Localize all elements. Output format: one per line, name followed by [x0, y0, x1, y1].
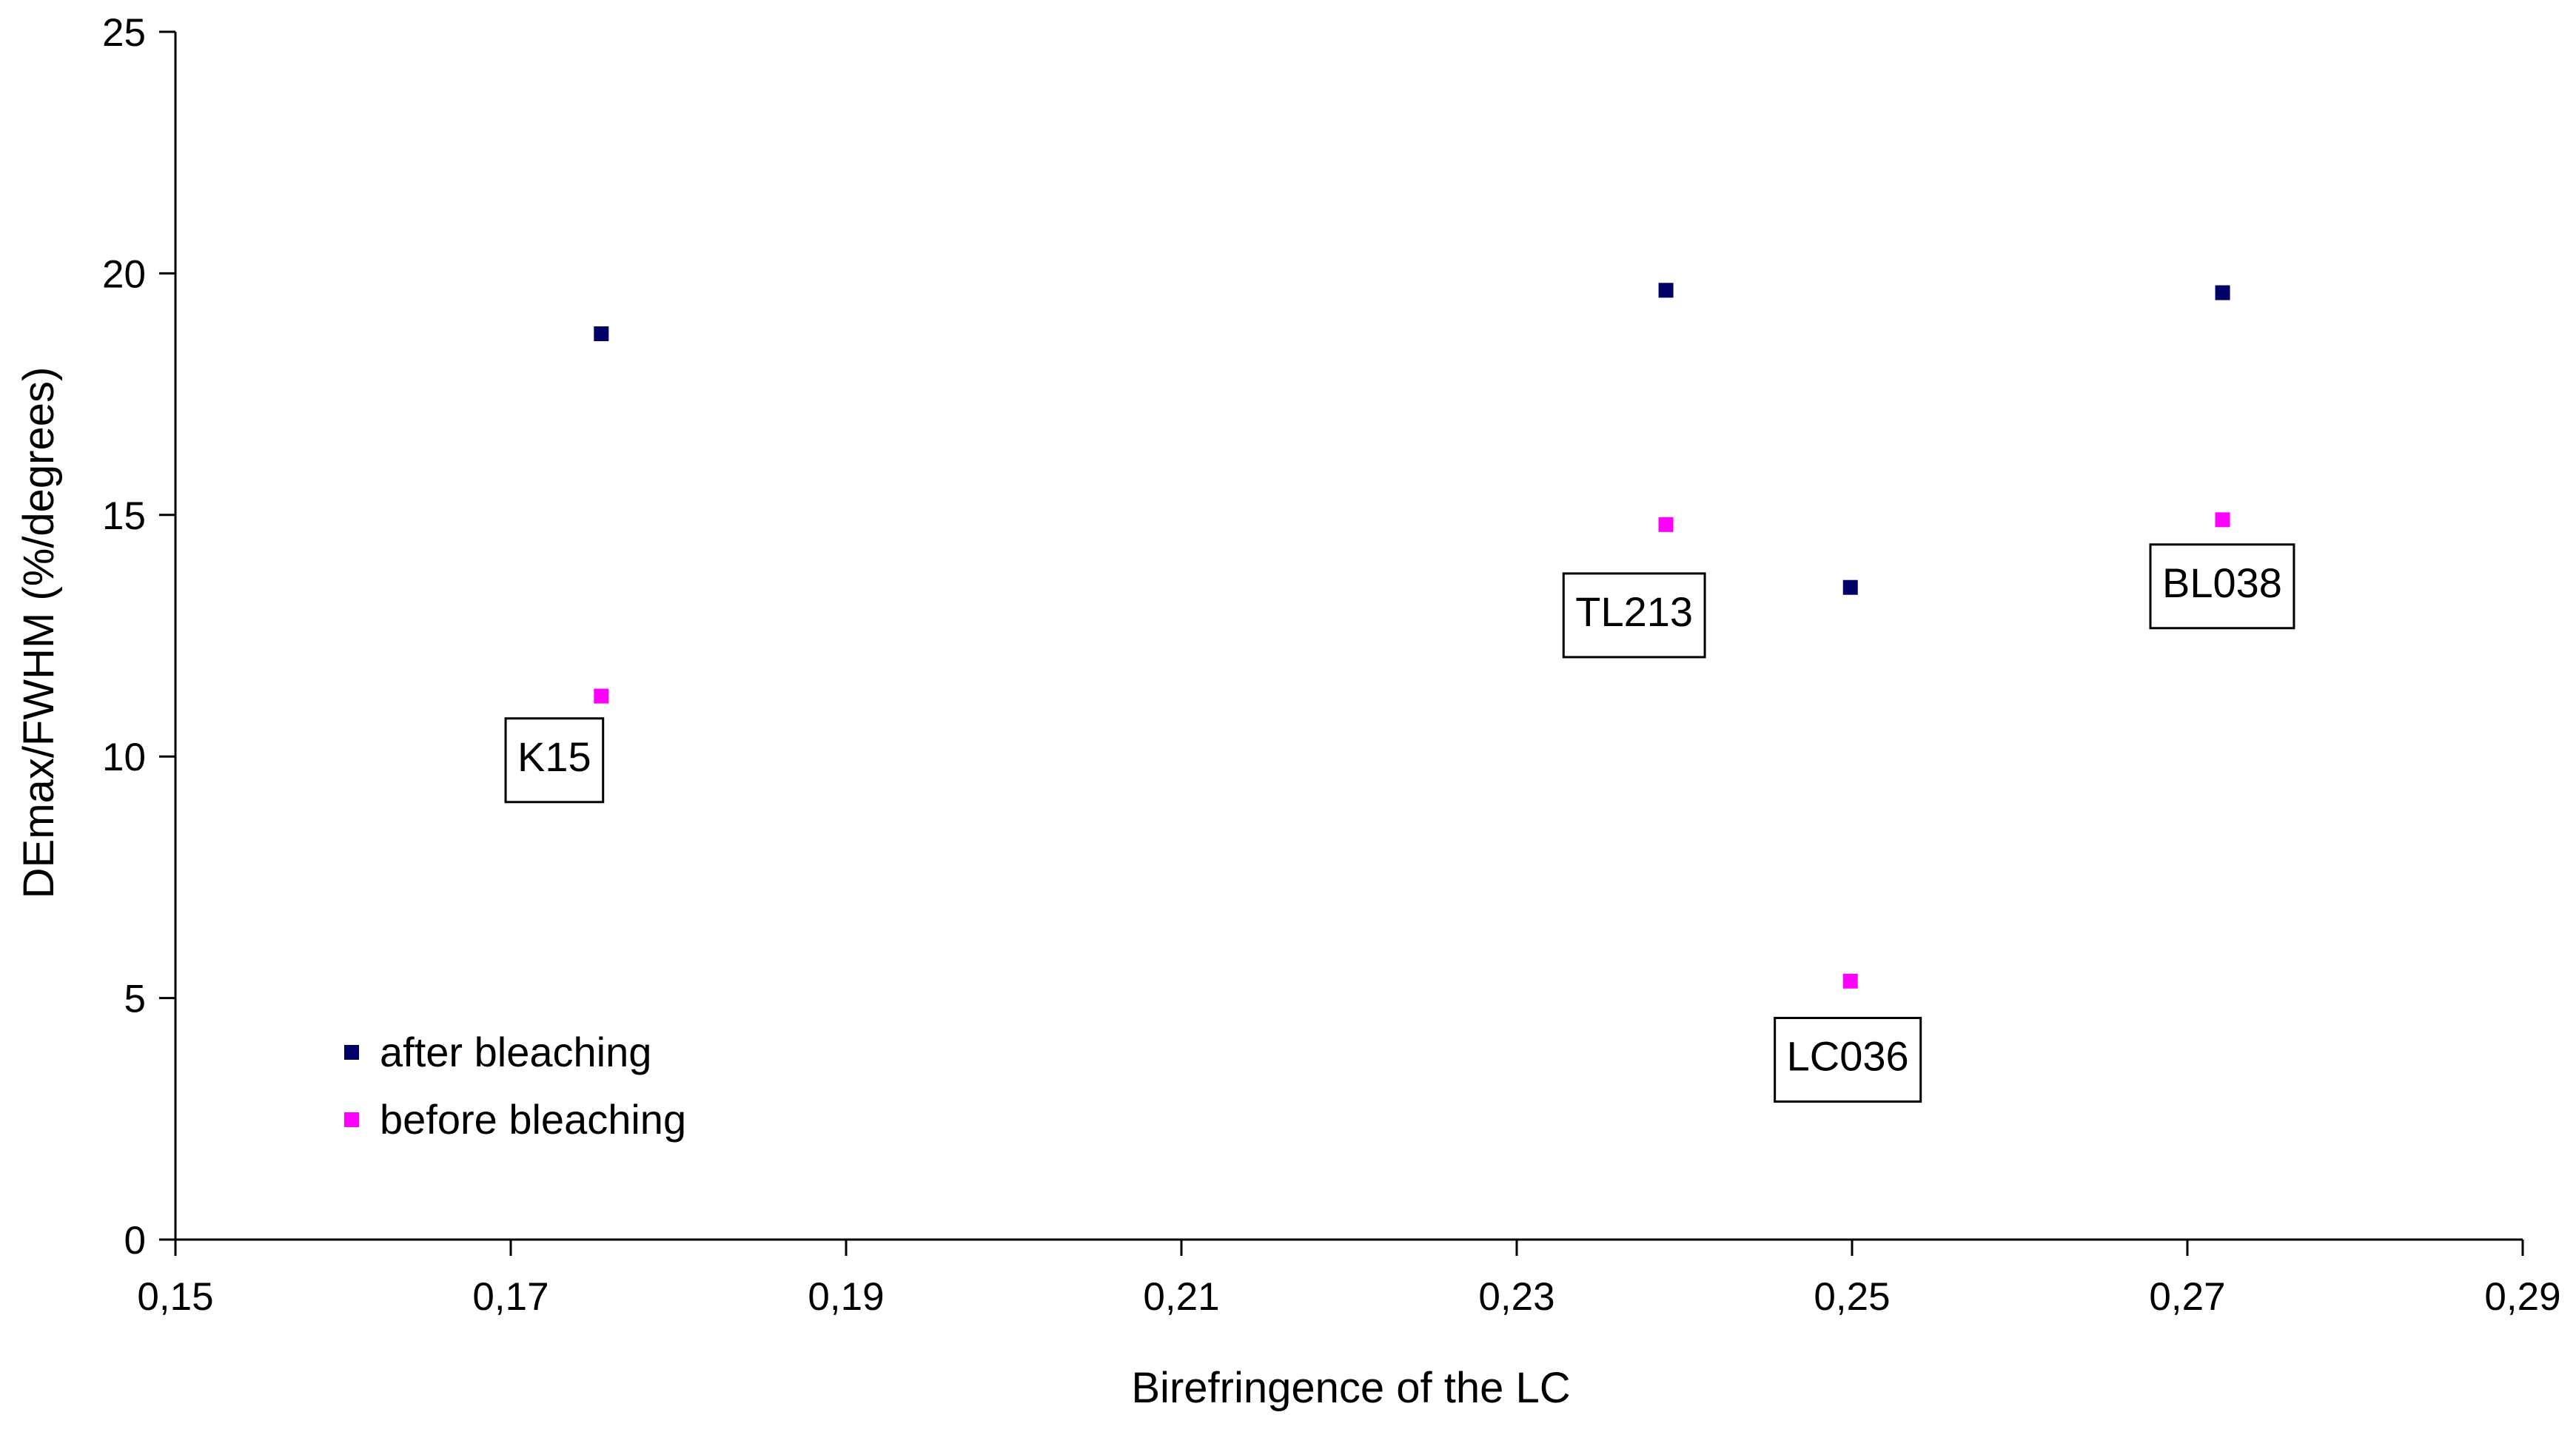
annotation-label: TL213: [1575, 588, 1693, 635]
y-tick-label: 5: [124, 978, 146, 1021]
point-after-bleaching: [594, 326, 609, 341]
data-points: [594, 283, 2230, 989]
point-before-bleaching: [1842, 973, 1858, 989]
y-tick-label: 0: [124, 1219, 146, 1263]
x-tick-label: 0,23: [1478, 1275, 1554, 1319]
x-tick-label: 0,29: [2484, 1275, 2560, 1319]
legend-entry: before bleaching: [380, 1096, 686, 1143]
point-after-bleaching: [1842, 579, 1858, 595]
y-tick-label: 10: [102, 736, 146, 779]
annotation-box: [504, 717, 605, 804]
point-before-bleaching: [2215, 512, 2230, 528]
legend-marker: [344, 1045, 359, 1060]
y-tick-label: 15: [102, 494, 146, 538]
annotation-box: [2149, 543, 2295, 630]
annotation-box: [1774, 1017, 1922, 1103]
ticks: 0,15 0,17 0,19 0,21 0,23 0,25 0,27 0,29 0 5 10 15 20…: [102, 11, 2561, 1319]
x-tick-label: 0,21: [1143, 1275, 1219, 1319]
x-tick-label: 0,17: [472, 1275, 549, 1319]
y-tick-label: 25: [102, 11, 146, 55]
legend-entry: after bleaching: [380, 1029, 651, 1075]
point-after-bleaching: [1658, 283, 1674, 298]
point-before-bleaching: [1658, 517, 1674, 532]
axes: [174, 32, 2523, 1241]
x-tick-label: 0,27: [2149, 1275, 2225, 1319]
y-tick-label: 20: [102, 252, 146, 296]
annotation-label: LC036: [1787, 1033, 1909, 1080]
annotation-box: [1562, 572, 1706, 659]
annotation-label: K15: [517, 733, 591, 780]
y-axis-title: DEmax/FWHM (%/degrees): [15, 367, 63, 899]
legend: after bleaching before bleaching: [344, 1029, 686, 1143]
x-tick-label: 0,19: [808, 1275, 884, 1319]
point-before-bleaching: [594, 688, 609, 704]
point-after-bleaching: [2215, 285, 2230, 300]
legend-marker: [344, 1112, 359, 1127]
annotation-label: BL038: [2162, 559, 2282, 606]
x-tick-label: 0,25: [1814, 1275, 1890, 1319]
x-axis-title: Birefringence of the LC: [1131, 1364, 1570, 1412]
x-tick-label: 0,15: [137, 1275, 213, 1319]
annotations: K15 TL213 LC036 BL038: [504, 543, 2295, 1103]
